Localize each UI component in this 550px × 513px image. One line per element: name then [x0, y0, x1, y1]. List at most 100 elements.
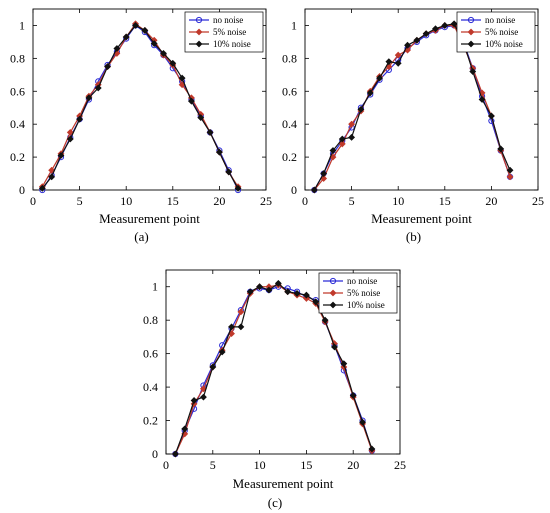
series-1-3-point-20: [215, 148, 223, 156]
legend-1: no noise 5% noise 10% noise: [184, 11, 264, 53]
series-1-3: [38, 22, 242, 192]
y-tick-label-1-4: 0.6: [10, 84, 25, 98]
series-1-2-point-4: [66, 128, 74, 136]
x-tick-label-2-2: 5: [349, 194, 355, 208]
series-1-3-point-11: [132, 22, 139, 29]
legend-label-3-1: no noise: [347, 276, 377, 286]
x-tick-label-2-4: 15: [439, 194, 451, 208]
series-2-2-point-22: [506, 173, 514, 181]
series-line-1-3: [41, 24, 239, 189]
legend-label-2-3: 10% noise: [485, 39, 523, 49]
legend-label-1-1: no noise: [213, 15, 243, 25]
series-2-3-point-8: [376, 74, 383, 82]
series-2-2-point-10: [394, 51, 402, 59]
series-1-2-point-2: [48, 166, 56, 174]
series-3-3-point-18: [331, 343, 338, 351]
series-3-3-point-13: [284, 288, 292, 296]
chart-panel-1: 0 5 10 15 20 25 0 0.2 0.4 0.6 0.8 1 no noise 5% noise…: [10, 8, 272, 244]
series-1-3-point-14: [160, 50, 167, 57]
x-axis-label-1: Measurement point: [99, 211, 200, 226]
axes-box-1: [32, 8, 267, 191]
series-1-3-point-18: [197, 114, 205, 122]
series-2-3-point-12: [413, 36, 421, 44]
y-tick-label-2-2: 0.2: [282, 150, 297, 164]
panel-label-1: (a): [134, 229, 148, 244]
legend-2: no noise 5% noise 10% noise: [456, 11, 536, 53]
series-3-3-point-10: [256, 283, 264, 291]
series-3-3-point-17: [321, 316, 329, 324]
panel-label-2: (b): [406, 229, 421, 244]
legend-label-3-3: 10% noise: [347, 300, 385, 310]
panel-label-3: (c): [268, 495, 282, 510]
y-tick-label-2-6: 1: [291, 18, 297, 32]
series-2-3-point-20: [487, 112, 495, 120]
legend-marker-2-point-1: [467, 16, 475, 24]
series-2-3-point-19: [478, 96, 486, 103]
legend-marker-2-point-3: [467, 40, 475, 48]
legend-marker-2-point-2: [467, 28, 475, 36]
series-2-3-point-2: [320, 170, 328, 177]
series-line-1-2: [41, 22, 239, 188]
y-tick-label-2-4: 0.6: [282, 84, 297, 98]
series-2-3-point-4: [338, 135, 346, 143]
series-2-3-point-21: [497, 145, 505, 153]
series-2-3-point-7: [366, 89, 374, 97]
legend-marker-1-point-3: [195, 40, 203, 48]
x-axis-label-3: Measurement point: [233, 476, 334, 491]
series-3-3-point-15: [302, 291, 310, 299]
series-3-3-point-6: [218, 348, 226, 356]
x-tick-label-1-5: 20: [213, 194, 225, 208]
series-2-3-point-11: [404, 41, 411, 49]
x-tick-label-2-5: 20: [485, 194, 497, 208]
legend-label-1-3: 10% noise: [213, 39, 251, 49]
x-tick-label-1-2: 5: [77, 194, 83, 208]
series-3-3-point-9: [246, 288, 254, 296]
series-2-3-point-13: [422, 30, 430, 38]
x-tick-label-3-1: 0: [163, 458, 169, 472]
series-1-3-point-3: [57, 152, 65, 159]
y-tick-label-3-1: 0: [152, 447, 158, 461]
series-1-3-point-17: [188, 97, 195, 105]
series-2-3-point-16: [450, 20, 458, 28]
series-2-3-point-10: [394, 59, 402, 67]
series-1-3-point-15: [169, 59, 177, 67]
y-tick-label-1-5: 0.8: [10, 51, 25, 65]
x-tick-label-2-3: 10: [392, 194, 404, 208]
y-tick-label-1-1: 0: [19, 183, 25, 197]
x-tick-label-2-6: 25: [532, 194, 544, 208]
series-2-2-point-4: [338, 140, 346, 148]
x-tick-label-3-6: 25: [394, 458, 406, 472]
series-1-3-point-1: [38, 184, 46, 192]
chart-panel-3: 0 5 10 15 20 25 0 0.2 0.4 0.6 0.8 1 no noise 5% noise…: [143, 269, 406, 510]
series-1-3-point-22: [234, 184, 242, 192]
x-tick-label-3-5: 20: [347, 458, 359, 472]
series-line-3-1: [174, 286, 373, 455]
y-tick-label-2-5: 0.8: [282, 51, 297, 65]
series-2-3-point-15: [441, 22, 449, 29]
series-3-3-point-16: [312, 298, 320, 306]
series-2-3: [310, 20, 514, 194]
legend-marker-1-point-2: [195, 28, 203, 36]
series-1-3-point-10: [122, 33, 130, 41]
series-1-3-point-6: [85, 94, 93, 102]
chart-panel-2: 0 5 10 15 20 25 0 0.2 0.4 0.6 0.8 1 no noise 5% noise…: [282, 8, 544, 244]
x-tick-label-1-6: 25: [260, 194, 272, 208]
y-tick-label-1-3: 0.4: [10, 117, 25, 131]
series-2-3-point-5: [348, 133, 356, 141]
series-1-3-point-2: [48, 173, 56, 181]
y-tick-label-2-3: 0.4: [282, 117, 297, 131]
legend-marker-1-point-1: [195, 16, 203, 24]
series-2-3-point-14: [432, 25, 439, 33]
legend-marker-3-point-3: [329, 301, 337, 309]
y-tick-label-3-2: 0.2: [143, 414, 158, 428]
y-tick-label-2-1: 0: [291, 183, 297, 197]
series-3-3-point-1: [171, 450, 179, 458]
legend-label-2-1: no noise: [485, 15, 515, 25]
series-3-3: [171, 279, 376, 458]
series-3-3-point-22: [368, 445, 376, 453]
legend-marker-3-point-1: [329, 277, 337, 285]
series-1-3-point-5: [76, 115, 84, 123]
x-tick-label-2-1: 0: [302, 194, 308, 208]
series-3-3-point-8: [237, 323, 245, 331]
